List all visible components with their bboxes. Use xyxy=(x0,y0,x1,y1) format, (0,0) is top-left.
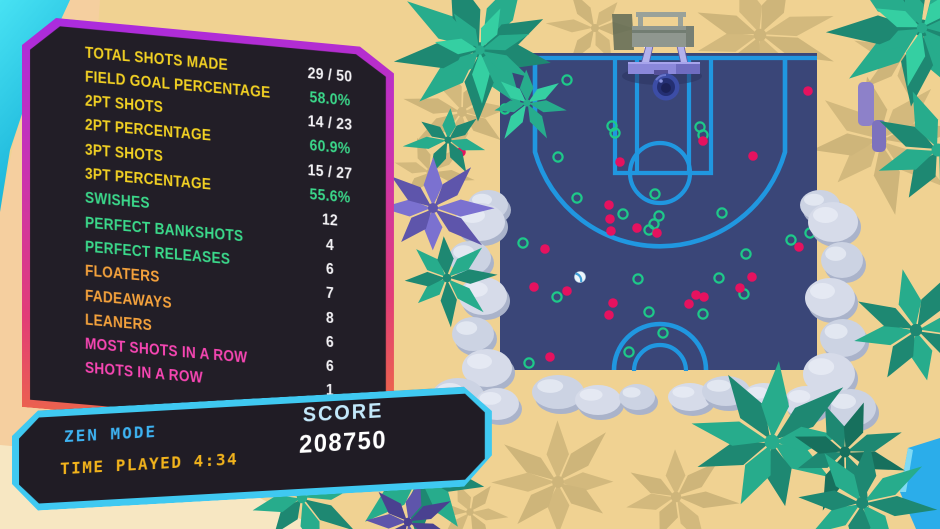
made-shot-marker xyxy=(571,192,583,204)
made-shot-marker xyxy=(657,327,669,339)
time-played-value: 4:34 xyxy=(193,449,239,471)
shadow-blob xyxy=(491,420,614,529)
rock xyxy=(805,278,855,318)
rock xyxy=(619,384,655,410)
missed-shot-marker xyxy=(606,226,616,236)
made-shot-marker xyxy=(716,207,728,219)
missed-shot-marker xyxy=(691,290,701,300)
made-shot-marker xyxy=(617,208,629,220)
made-shot-marker xyxy=(740,248,752,260)
purple-bush-bottom xyxy=(365,481,451,529)
rock xyxy=(808,202,858,242)
shot-markers xyxy=(456,74,816,369)
water-top-left xyxy=(0,0,70,212)
missed-shot-marker xyxy=(604,200,614,210)
missed-shot-marker xyxy=(545,352,555,362)
missed-shot-marker xyxy=(608,298,618,308)
missed-shot-marker xyxy=(747,272,757,282)
palm-shadow xyxy=(491,420,614,529)
basketball-court xyxy=(456,42,817,372)
missed-shot-marker xyxy=(803,86,813,96)
palm-bottom-right xyxy=(691,361,844,507)
missed-shot-marker xyxy=(540,244,550,254)
missed-shot-marker xyxy=(562,286,572,296)
made-shot-marker xyxy=(551,291,563,303)
made-shot-marker xyxy=(697,308,709,320)
palm-left-lower xyxy=(404,236,498,328)
rock xyxy=(452,317,494,351)
purple-plant-left xyxy=(381,156,495,251)
bench xyxy=(612,12,694,50)
made-shot-marker xyxy=(713,272,725,284)
missed-shot-marker xyxy=(794,242,804,252)
rock xyxy=(575,385,621,415)
missed-shot-marker xyxy=(698,136,708,146)
made-shot-marker xyxy=(785,234,797,246)
made-shot-marker xyxy=(653,210,665,222)
rock-border xyxy=(431,190,879,432)
made-shot-marker xyxy=(643,306,655,318)
palm-small xyxy=(494,69,567,139)
rock xyxy=(820,319,866,357)
palm-trunk xyxy=(872,120,886,152)
missed-shot-marker xyxy=(615,157,625,167)
palm-trunk xyxy=(858,82,874,126)
palm-top-right-inner xyxy=(875,0,940,87)
palm-shadow xyxy=(626,449,740,529)
stats-panel: TOTAL SHOTS MADE 29 / 50 FIELD GOAL PERCEN… xyxy=(22,15,394,440)
palm-top-center-inner xyxy=(434,8,530,104)
missed-shot-marker xyxy=(735,283,745,293)
missed-shot-marker xyxy=(529,282,539,292)
made-shot-marker xyxy=(609,127,621,139)
made-shot-marker xyxy=(523,357,535,369)
made-shot-marker xyxy=(632,273,644,285)
missed-shot-marker xyxy=(699,292,709,302)
made-shot-marker xyxy=(517,237,529,249)
shadow-blob xyxy=(626,449,740,529)
basketball xyxy=(574,271,586,283)
missed-shot-marker xyxy=(604,310,614,320)
missed-shot-marker xyxy=(748,151,758,161)
missed-shot-marker xyxy=(652,228,662,238)
palm-right xyxy=(878,91,940,198)
palm-bottom-right xyxy=(798,440,938,529)
made-shot-marker xyxy=(561,74,573,86)
missed-shot-marker xyxy=(605,214,615,224)
palm-right-lower xyxy=(854,269,940,381)
missed-shot-marker xyxy=(632,223,642,233)
rock xyxy=(821,242,863,278)
made-shot-marker xyxy=(552,151,564,163)
missed-shot-marker xyxy=(684,299,694,309)
made-shot-marker xyxy=(623,346,635,358)
score-block: SCORE 208750 xyxy=(263,397,423,462)
made-shot-marker xyxy=(649,188,661,200)
